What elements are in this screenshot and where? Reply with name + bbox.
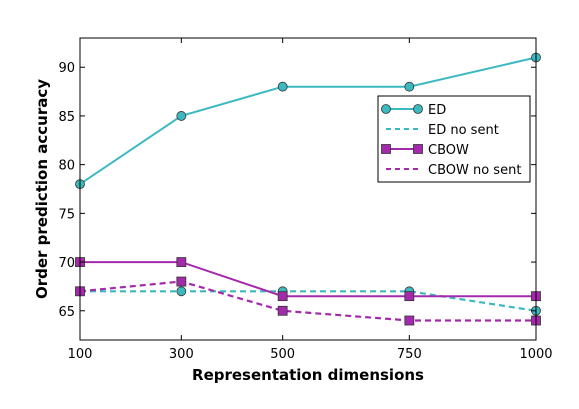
series-2-point-2 bbox=[277, 291, 288, 302]
y-axis-label: Order prediction accuracy bbox=[33, 79, 51, 299]
series-3-point-1 bbox=[176, 276, 187, 287]
plot-frame bbox=[79, 37, 537, 341]
x-tick-label-1: 300 bbox=[169, 347, 194, 362]
series-line-1 bbox=[80, 290, 537, 312]
legend-label-0: ED bbox=[428, 103, 446, 118]
x-tick-label-4: 1000 bbox=[519, 347, 552, 362]
x-tick-label-3: 750 bbox=[397, 347, 422, 362]
legend-label-2: CBOW bbox=[428, 143, 469, 158]
series-1 bbox=[75, 286, 541, 316]
x-tick-label-2: 500 bbox=[270, 347, 295, 362]
y-tick-label-5: 90 bbox=[58, 61, 75, 76]
x-axis: 100 300 500 750 1000 bbox=[68, 38, 553, 362]
series-0 bbox=[75, 52, 541, 190]
y-tick-label-2: 75 bbox=[58, 207, 75, 222]
legend-marker-start-2 bbox=[381, 144, 391, 154]
y-tick-label-1: 70 bbox=[58, 256, 75, 271]
y-axis: 65 70 75 80 85 90 bbox=[58, 61, 536, 320]
series-2-point-1 bbox=[176, 257, 187, 267]
series-line-3 bbox=[79, 280, 536, 322]
y-tick-label-3: 80 bbox=[58, 159, 75, 174]
legend-marker-end-2 bbox=[413, 144, 423, 154]
legend: ED ED no sent CBOW CBOW no sent bbox=[377, 95, 531, 183]
x-axis-label: Representation dimensions bbox=[192, 366, 424, 384]
legend-marker-start-0 bbox=[381, 104, 391, 114]
plot-area bbox=[75, 52, 541, 326]
series-1-point-1 bbox=[176, 286, 187, 297]
series-3-point-2 bbox=[277, 305, 288, 316]
legend-label-3: CBOW no sent bbox=[428, 163, 521, 178]
series-2-point-3 bbox=[404, 291, 415, 302]
series-2 bbox=[75, 257, 541, 302]
y-tick-label-0: 65 bbox=[58, 305, 75, 320]
series-0-point-1 bbox=[176, 111, 187, 121]
legend-marker-end-0 bbox=[413, 104, 423, 114]
series-0-point-3 bbox=[404, 81, 415, 92]
series-3-point-3 bbox=[404, 315, 415, 326]
legend-frame bbox=[377, 95, 531, 183]
x-tick-label-0: 100 bbox=[68, 347, 93, 362]
y-tick-label-4: 85 bbox=[58, 110, 75, 125]
legend-label-1: ED no sent bbox=[428, 123, 499, 138]
series-0-point-2 bbox=[277, 81, 288, 92]
series-line-2 bbox=[80, 261, 536, 298]
